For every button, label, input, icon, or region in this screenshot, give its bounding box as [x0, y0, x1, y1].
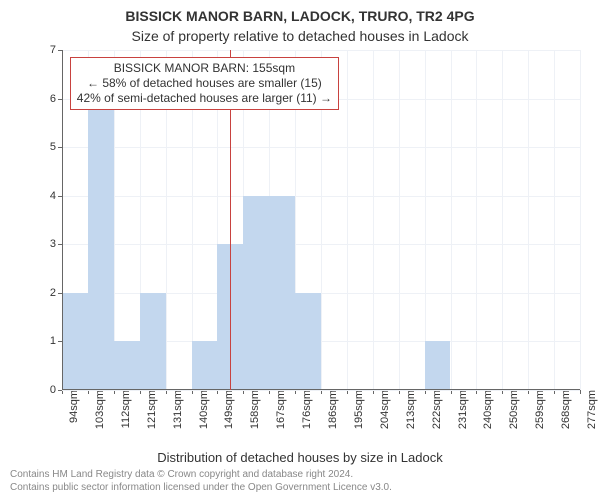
- histogram-bar: [62, 293, 88, 390]
- x-tick-label: 167sqm: [273, 390, 287, 429]
- gridline-vertical: [373, 50, 374, 390]
- x-tick-label: 131sqm: [170, 390, 184, 429]
- annotation-line1: BISSICK MANOR BARN: 155sqm: [77, 61, 332, 76]
- y-tick-label: 1: [50, 335, 62, 347]
- footer-attribution: Contains HM Land Registry data © Crown c…: [10, 469, 392, 494]
- x-tick-label: 250sqm: [506, 390, 520, 429]
- x-tick-label: 149sqm: [221, 390, 235, 429]
- x-tick-label: 176sqm: [299, 390, 313, 429]
- x-tick-label: 204sqm: [377, 390, 391, 429]
- x-tick-label: 259sqm: [532, 390, 546, 429]
- x-tick-label: 240sqm: [480, 390, 494, 429]
- x-tick-label: 112sqm: [118, 390, 132, 428]
- gridline-vertical: [347, 50, 348, 390]
- plot-area: 94sqm103sqm112sqm121sqm131sqm140sqm149sq…: [62, 50, 580, 390]
- x-tick-label: 268sqm: [558, 390, 572, 429]
- gridline-vertical: [502, 50, 503, 390]
- histogram-bar: [140, 293, 166, 390]
- gridline-vertical: [580, 50, 581, 390]
- x-tick-label: 231sqm: [455, 390, 469, 429]
- annotation-line3: 42% of semi-detached houses are larger (…: [77, 91, 332, 106]
- x-tick-label: 277sqm: [584, 390, 598, 429]
- x-tick-label: 195sqm: [351, 390, 365, 429]
- histogram-bar: [425, 341, 451, 390]
- gridline-horizontal: [62, 147, 580, 148]
- annotation-line2: ← 58% of detached houses are smaller (15…: [77, 76, 332, 91]
- x-tick-label: 94sqm: [66, 390, 80, 423]
- y-tick-label: 3: [50, 238, 62, 250]
- gridline-horizontal: [62, 390, 580, 391]
- gridline-horizontal: [62, 244, 580, 245]
- x-tick-mark: [580, 390, 581, 394]
- x-axis-line: [62, 389, 580, 390]
- y-tick-label: 5: [50, 141, 62, 153]
- gridline-vertical: [399, 50, 400, 390]
- annotation-box: BISSICK MANOR BARN: 155sqm← 58% of detac…: [70, 57, 339, 110]
- x-tick-label: 103sqm: [92, 390, 106, 429]
- gridline-horizontal: [62, 50, 580, 51]
- gridline-vertical: [554, 50, 555, 390]
- gridline-vertical: [451, 50, 452, 390]
- y-tick-label: 7: [50, 44, 62, 56]
- histogram-bar: [114, 341, 140, 390]
- histogram-bar: [88, 99, 114, 390]
- y-tick-label: 2: [50, 287, 62, 299]
- histogram-bar: [295, 293, 321, 390]
- x-tick-label: 213sqm: [403, 390, 417, 429]
- x-tick-label: 222sqm: [429, 390, 443, 429]
- x-tick-label: 121sqm: [144, 390, 158, 429]
- y-tick-label: 0: [50, 384, 62, 396]
- gridline-vertical: [528, 50, 529, 390]
- x-tick-label: 158sqm: [247, 390, 261, 429]
- histogram-bar: [269, 196, 295, 390]
- x-tick-label: 186sqm: [325, 390, 339, 429]
- histogram-bar: [192, 341, 218, 390]
- chart-title-line2: Size of property relative to detached ho…: [0, 28, 600, 44]
- y-tick-label: 4: [50, 190, 62, 202]
- gridline-vertical: [425, 50, 426, 390]
- footer-line2: Contains public sector information licen…: [10, 482, 392, 495]
- y-axis-line: [62, 50, 63, 390]
- footer-line1: Contains HM Land Registry data © Crown c…: [10, 469, 392, 482]
- gridline-horizontal: [62, 196, 580, 197]
- x-axis-label: Distribution of detached houses by size …: [0, 450, 600, 465]
- gridline-vertical: [476, 50, 477, 390]
- y-tick-label: 6: [50, 93, 62, 105]
- histogram-bar: [243, 196, 269, 390]
- chart-title-line1: BISSICK MANOR BARN, LADOCK, TRURO, TR2 4…: [0, 8, 600, 24]
- x-tick-label: 140sqm: [196, 390, 210, 429]
